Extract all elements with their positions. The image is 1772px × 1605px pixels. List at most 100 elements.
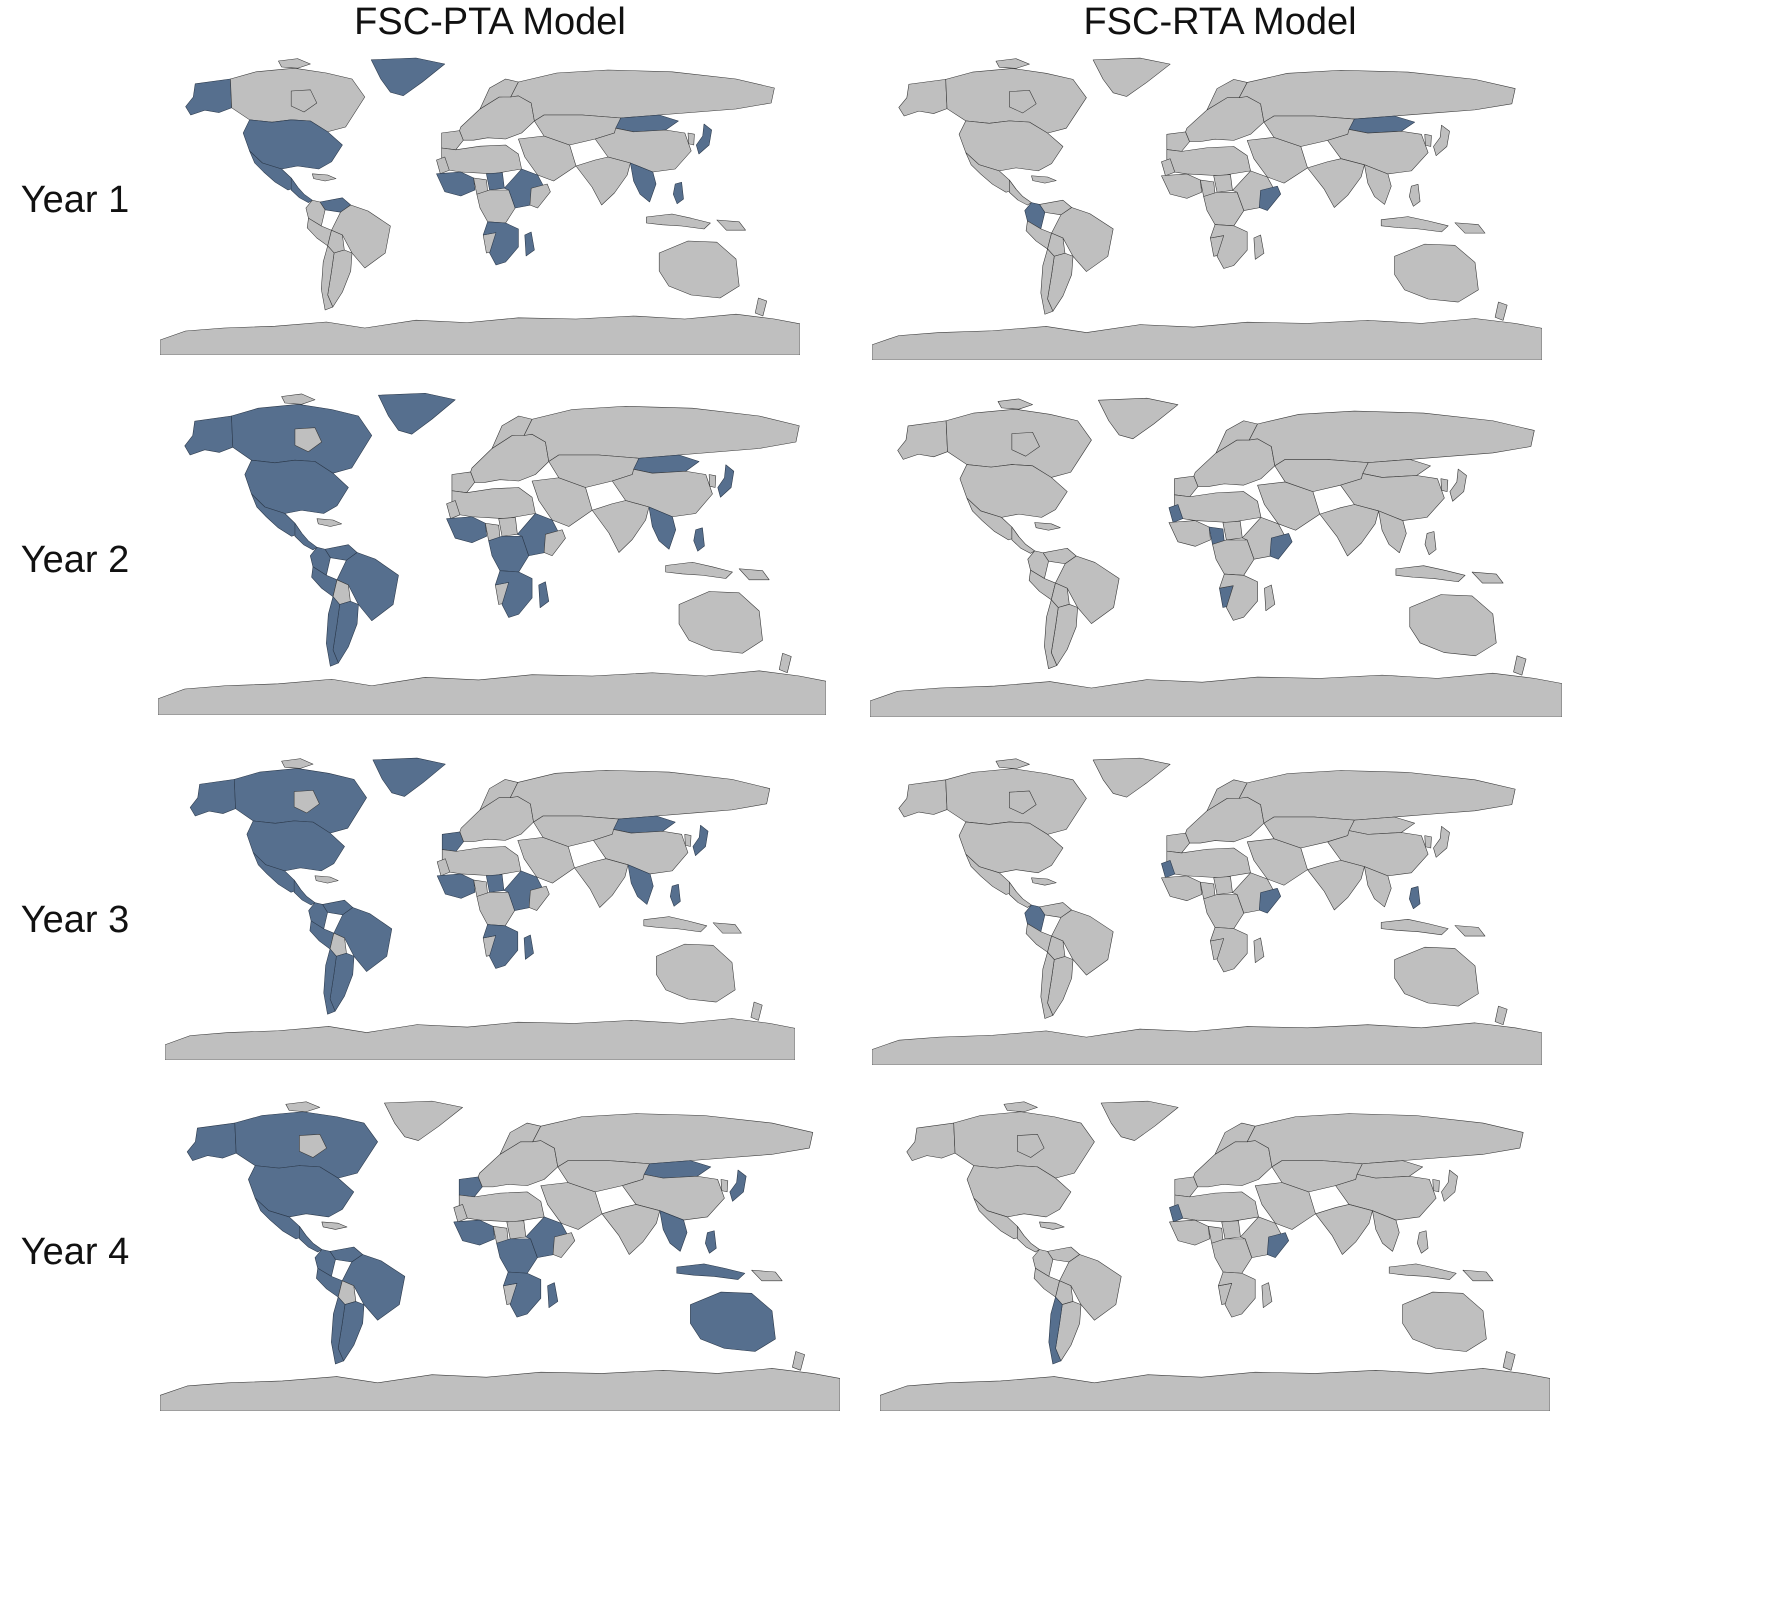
region-korea [1432,1179,1440,1193]
region-central-america [294,522,318,551]
world-map-svg [160,57,800,355]
region-iberia [451,471,475,493]
region-arctic-islands [281,393,316,405]
region-central-africa [496,1238,538,1274]
region-indonesia [665,561,733,579]
region-alaska [184,415,234,456]
region-central-africa [1212,539,1255,576]
region-west-sahara [446,500,461,519]
region-japan [1449,468,1467,502]
region-new-zealand [778,652,792,674]
region-madagascar [1264,584,1276,612]
world-map-svg [870,397,1562,717]
region-hudson-bay [1009,90,1037,114]
region-west-sahara [436,858,451,877]
region-europe [459,796,534,842]
region-indonesia [1388,1263,1457,1280]
region-west-sahara [1161,158,1176,177]
region-caribbean [1031,175,1057,184]
region-russia [1238,69,1516,123]
region-chad [1221,1220,1241,1240]
region-greenland [384,1100,463,1141]
region-australia [678,591,763,654]
region-chile [320,245,335,311]
region-southern-africa [503,1271,542,1318]
region-new-zealand [792,1351,805,1371]
region-europe [459,95,535,141]
region-chad [498,517,518,537]
region-somalia [529,183,551,209]
region-iberia [1166,131,1190,152]
region-north-africa [1174,1191,1259,1223]
region-west-africa [446,516,487,544]
region-philippines [1424,531,1437,556]
region-new-zealand [1513,655,1527,676]
region-papua [1454,222,1486,234]
region-philippines [1409,886,1421,910]
region-mongolia [633,454,700,474]
region-southern-africa [482,221,519,266]
region-mongolia [1356,1160,1424,1179]
region-antarctica [872,318,1542,360]
row-label-year-3: Year 3 [20,899,130,941]
region-india [601,1204,661,1255]
region-north-africa [441,846,522,877]
region-indonesia [646,213,711,230]
region-alaska [189,779,236,817]
region-mongolia [613,815,676,834]
region-caribbean [1031,877,1057,886]
region-russia [1248,410,1535,467]
region-europe [1185,96,1265,142]
region-australia [1394,243,1479,303]
region-philippines [1417,1230,1429,1254]
region-madagascar [1261,1282,1273,1308]
region-russia [532,1113,814,1168]
region-north-africa [1174,491,1262,523]
region-central-africa [476,891,515,927]
region-papua [1471,571,1504,584]
region-mongolia [615,114,679,133]
map-year-3-pta [165,755,795,1060]
row-label-year-4: Year 4 [20,1231,130,1273]
region-antarctica [160,313,800,355]
region-mongolia [1348,816,1416,835]
region-philippines [669,884,681,907]
region-greenland [1100,1100,1179,1141]
region-west-sahara [436,156,450,175]
region-mongolia [643,1160,712,1179]
world-map-svg [165,757,795,1060]
map-year-1-rta [872,55,1542,360]
region-papua [1454,925,1486,937]
region-alaska [898,79,948,117]
region-west-africa [1161,173,1202,199]
region-caribbean [314,875,339,884]
region-central-america [1009,881,1032,908]
region-chile [1040,951,1055,1019]
region-hudson-bay [299,1134,327,1158]
region-southeast-asia [630,162,657,203]
region-japan [692,824,709,856]
region-southeast-asia [1364,866,1392,908]
region-arctic-islands [278,58,311,69]
region-papua [738,568,770,581]
map-year-2-pta [158,390,826,715]
region-philippines [693,527,705,552]
region-new-zealand [1494,301,1508,321]
region-new-zealand [750,1001,763,1021]
region-india [1307,158,1365,208]
region-arctic-islands [281,758,314,769]
region-antarctica [165,1018,795,1060]
region-hudson-bay [293,790,320,814]
region-iberia [1174,475,1199,498]
region-india [591,500,650,553]
world-map-svg [872,57,1542,360]
region-madagascar [1253,937,1265,963]
region-europe [477,1140,559,1188]
region-indonesia [643,916,708,933]
column-title-pta: FSC-PTA Model [354,1,626,43]
region-north-africa [451,487,536,519]
region-north-africa [458,1191,545,1223]
region-southeast-asia [1378,510,1407,554]
region-alaska [186,1122,237,1161]
region-chile [331,1296,346,1365]
